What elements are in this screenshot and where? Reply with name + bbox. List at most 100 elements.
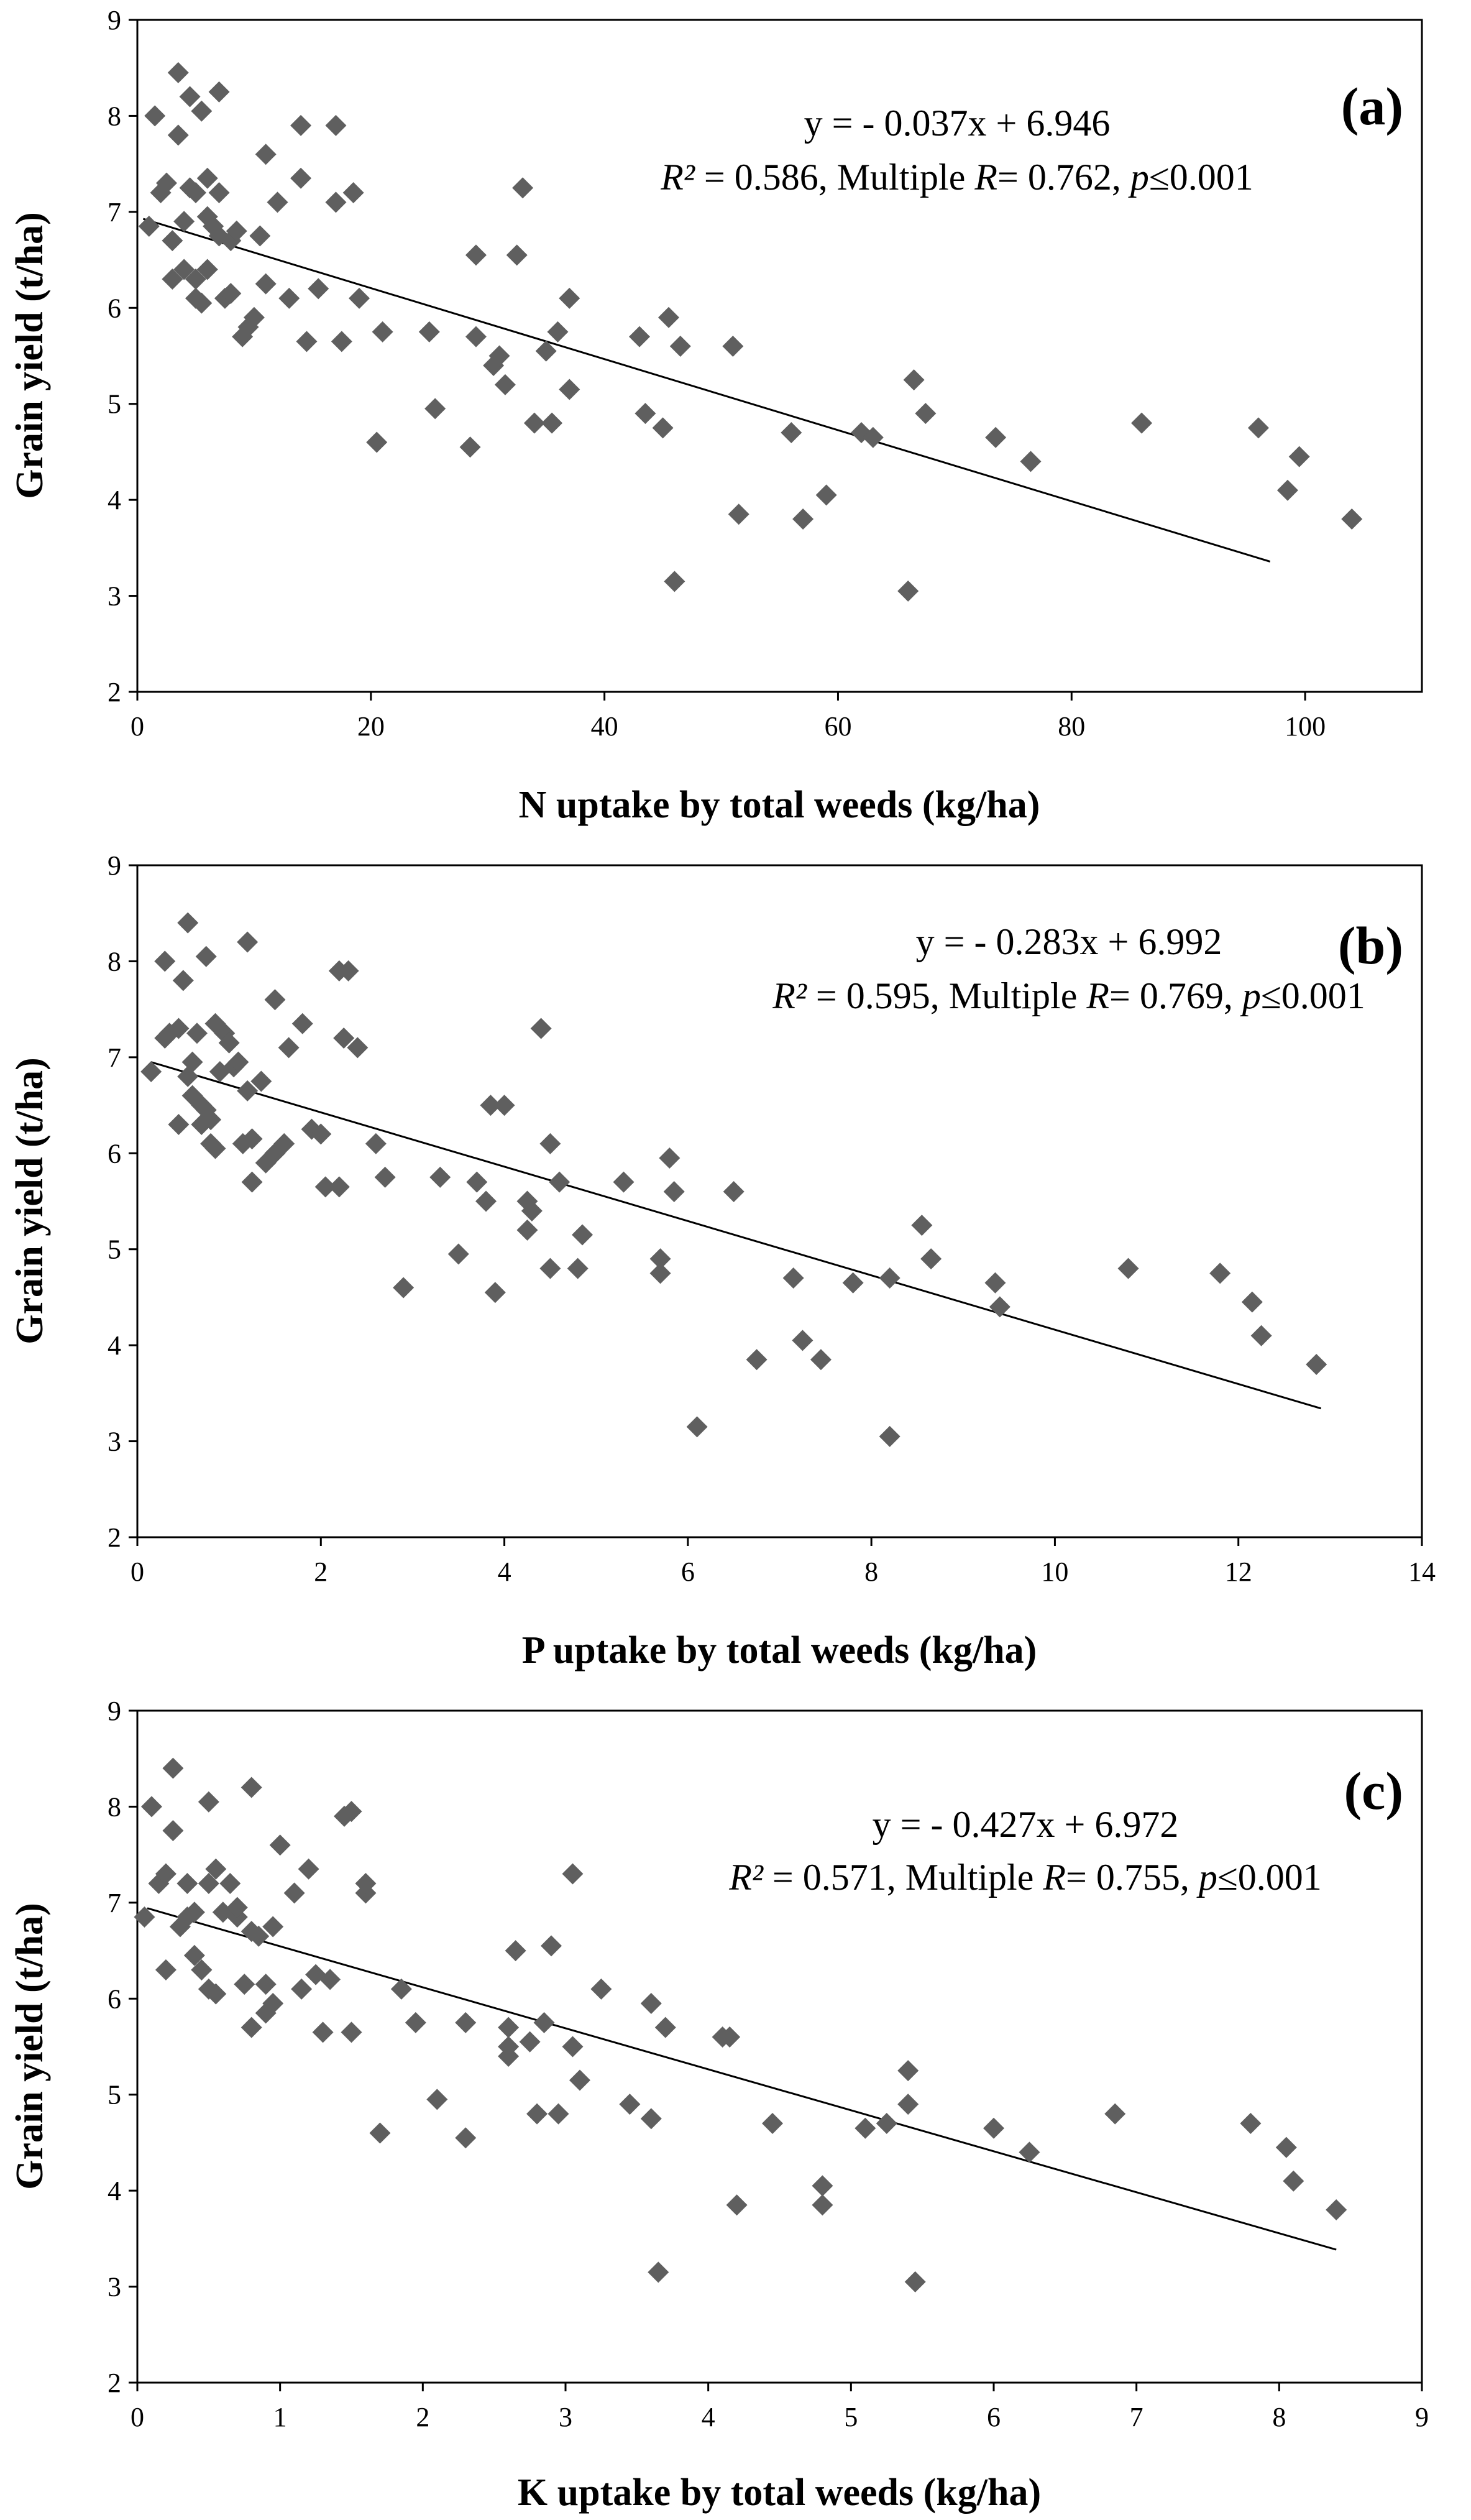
data-point bbox=[1117, 1258, 1139, 1279]
multiple-r-label: R bbox=[1086, 975, 1109, 1016]
data-point bbox=[1326, 2199, 1347, 2221]
data-point bbox=[191, 1959, 213, 1980]
data-point bbox=[915, 403, 937, 425]
y-tick-label: 7 bbox=[108, 197, 121, 228]
x-tick-label: 2 bbox=[416, 2402, 429, 2432]
data-point bbox=[162, 1757, 184, 1779]
data-point bbox=[659, 1147, 681, 1169]
r2-label: R² bbox=[728, 1857, 764, 1898]
data-point bbox=[792, 508, 814, 530]
data-point bbox=[989, 1296, 1010, 1318]
data-point bbox=[241, 1171, 263, 1193]
data-point bbox=[521, 1200, 543, 1221]
data-point bbox=[162, 1820, 184, 1842]
multiple-label: Multiple bbox=[905, 1857, 1034, 1898]
data-point bbox=[220, 283, 242, 305]
x-tick-label: 20 bbox=[357, 711, 385, 742]
regression-stats: R² = 0.586, Multiple R= 0.762, p≤0.001 bbox=[660, 157, 1253, 198]
data-point bbox=[181, 1051, 203, 1073]
data-point bbox=[686, 1416, 708, 1438]
data-point bbox=[519, 2031, 541, 2053]
data-point bbox=[549, 1171, 571, 1193]
data-point bbox=[548, 2103, 569, 2125]
x-axis-label: N uptake by total weeds (kg/ha) bbox=[519, 784, 1040, 826]
data-point bbox=[1341, 508, 1363, 530]
trendline bbox=[147, 1907, 1337, 2251]
data-point bbox=[562, 1863, 584, 1885]
data-point bbox=[342, 182, 364, 203]
p-value: 0.001 bbox=[1281, 975, 1365, 1016]
data-point bbox=[530, 1018, 552, 1039]
y-tick-label: 6 bbox=[108, 293, 121, 323]
data-point bbox=[879, 1267, 900, 1289]
x-tick-label: 40 bbox=[591, 711, 618, 742]
data-point bbox=[405, 2012, 426, 2033]
data-point bbox=[619, 2094, 641, 2115]
data-point bbox=[249, 225, 271, 247]
x-tick-label: 2 bbox=[314, 1557, 328, 1587]
x-tick-label: 10 bbox=[1041, 1557, 1068, 1587]
data-point bbox=[723, 1181, 745, 1203]
data-point bbox=[325, 114, 347, 136]
data-point bbox=[204, 1138, 226, 1159]
data-points bbox=[134, 1757, 1347, 2292]
data-point bbox=[539, 1258, 561, 1279]
data-point bbox=[897, 580, 919, 602]
plot-frame bbox=[136, 1709, 1423, 2384]
data-point bbox=[333, 1027, 355, 1049]
panel-label: (c) bbox=[1344, 1761, 1403, 1821]
r2-value: 0.586 bbox=[735, 157, 818, 198]
data-point bbox=[488, 345, 510, 367]
y-tick-label: 9 bbox=[108, 1696, 121, 1726]
x-tick-label: 1 bbox=[273, 2402, 287, 2432]
data-point bbox=[533, 2012, 555, 2033]
x-tick-label: 6 bbox=[987, 2402, 1001, 2432]
y-tick-label: 6 bbox=[108, 1138, 121, 1169]
data-point bbox=[374, 1166, 396, 1188]
r2-label: R² bbox=[660, 157, 695, 198]
data-point bbox=[640, 1993, 662, 2015]
x-tick-label: 100 bbox=[1285, 711, 1326, 742]
data-point bbox=[341, 2021, 362, 2043]
data-point bbox=[547, 321, 569, 343]
data-point bbox=[393, 1277, 415, 1299]
data-point bbox=[337, 960, 359, 982]
x-tick-label: 3 bbox=[559, 2402, 572, 2432]
data-point bbox=[262, 1916, 284, 1938]
data-point bbox=[810, 1349, 832, 1371]
data-point bbox=[1131, 412, 1153, 434]
y-tick-label: 2 bbox=[108, 2368, 121, 2398]
regression-stats: R² = 0.571, Multiple R= 0.755, p≤0.001 bbox=[728, 1857, 1322, 1898]
data-point bbox=[314, 1176, 336, 1198]
data-point bbox=[466, 1171, 488, 1193]
x-tick-label: 60 bbox=[824, 711, 851, 742]
multiple-r-value: 0.755 bbox=[1096, 1857, 1180, 1898]
data-point bbox=[196, 167, 218, 189]
data-points bbox=[140, 912, 1327, 1447]
data-point bbox=[911, 1215, 933, 1236]
regression-equation: y = - 0.427x + 6.972 bbox=[873, 1804, 1179, 1845]
data-point bbox=[480, 1095, 502, 1116]
data-point bbox=[366, 431, 388, 453]
x-ticks: 0 20 40 60 80 100 bbox=[131, 692, 1326, 742]
data-point bbox=[459, 436, 481, 458]
data-point bbox=[1250, 1325, 1272, 1346]
data-point bbox=[237, 931, 259, 953]
data-point bbox=[722, 336, 744, 357]
data-point bbox=[198, 1791, 219, 1813]
r2-value: 0.571 bbox=[803, 1857, 887, 1898]
data-point bbox=[267, 191, 288, 213]
data-point bbox=[1288, 446, 1310, 467]
data-point bbox=[341, 1801, 362, 1823]
data-point bbox=[312, 2021, 334, 2043]
x-tick-label: 6 bbox=[681, 1557, 695, 1587]
p-label: p bbox=[1128, 157, 1149, 198]
data-point bbox=[155, 172, 177, 194]
regression-stats: R² = 0.595, Multiple R= 0.769, p≤0.001 bbox=[772, 975, 1365, 1016]
data-point bbox=[154, 950, 176, 972]
data-point bbox=[273, 1133, 295, 1154]
data-point bbox=[278, 287, 300, 309]
x-tick-label: 4 bbox=[702, 2402, 715, 2432]
data-point bbox=[455, 2012, 477, 2033]
data-point bbox=[155, 1863, 176, 1885]
